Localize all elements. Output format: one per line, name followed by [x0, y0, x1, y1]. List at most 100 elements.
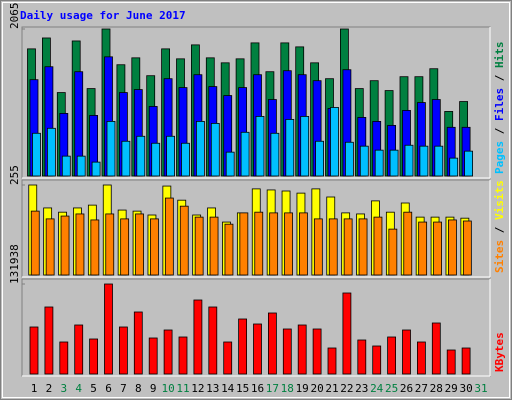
x-tick-label: 20: [310, 382, 323, 395]
bar: [328, 218, 338, 276]
bar: [210, 122, 220, 177]
bar: [253, 323, 262, 375]
bar: [418, 221, 428, 276]
legend-entry: Sites: [493, 240, 506, 273]
x-tick-label: 1: [31, 382, 38, 395]
x-tick-label: 29: [445, 382, 458, 395]
bar: [374, 149, 384, 177]
x-tick-label: 8: [135, 382, 142, 395]
bar: [105, 213, 115, 276]
bar: [120, 218, 130, 276]
x-tick-label: 9: [150, 382, 157, 395]
bar: [255, 116, 265, 177]
x-tick-label: 5: [90, 382, 97, 395]
bar: [89, 338, 98, 375]
bar: [133, 311, 143, 375]
x-tick-label: 11: [176, 382, 189, 395]
bar: [239, 212, 249, 276]
legend-separator: /: [493, 121, 506, 141]
bar: [402, 329, 411, 375]
bar: [344, 141, 354, 177]
x-tick-label: 13: [206, 382, 219, 395]
bar: [312, 328, 322, 375]
x-tick-label: 23: [355, 382, 368, 395]
bar: [121, 140, 131, 177]
bar: [75, 213, 85, 276]
x-tick-label: 4: [75, 382, 82, 395]
bar: [32, 132, 41, 177]
chart-title: Daily usage for June 2017: [20, 9, 186, 22]
bar: [327, 347, 337, 375]
x-tick-label: 10: [161, 382, 174, 395]
x-tick-label: 15: [236, 382, 249, 395]
bar: [297, 324, 307, 375]
bar: [238, 318, 248, 375]
x-tick-label: 24: [370, 382, 384, 395]
legend-entry: Hits: [493, 42, 506, 69]
bar: [179, 205, 189, 276]
bar: [254, 211, 264, 276]
x-tick-label: 22: [340, 382, 353, 395]
legend: Pages / Files / Hits: [493, 42, 506, 175]
bar: [358, 218, 368, 276]
bar: [269, 212, 279, 276]
bar: [104, 283, 113, 375]
bar: [225, 151, 235, 177]
bar: [387, 336, 397, 375]
bar: [181, 142, 190, 177]
bar: [91, 161, 101, 177]
bar: [267, 312, 277, 375]
bar: [90, 219, 100, 276]
y-tick-label: 255: [8, 165, 21, 185]
bar: [388, 228, 398, 276]
x-tick-label: 21: [325, 382, 338, 395]
x-tick-label: 18: [281, 382, 294, 395]
bar: [373, 216, 383, 276]
bar: [434, 145, 444, 177]
bar: [150, 218, 159, 276]
bar: [403, 211, 413, 276]
x-tick-label: 26: [400, 382, 413, 395]
bar: [30, 210, 40, 276]
legend-entry: Visits: [493, 180, 506, 220]
legend-separator: /: [493, 68, 506, 88]
bar: [404, 144, 414, 177]
x-tick-label: 2: [46, 382, 53, 395]
bar: [76, 155, 86, 177]
bar: [284, 212, 293, 276]
bar: [224, 223, 234, 276]
bar: [431, 322, 441, 375]
bar: [135, 213, 144, 276]
bar: [313, 218, 323, 276]
bar: [119, 326, 128, 375]
bar: [372, 345, 382, 375]
x-tick-label: 30: [459, 382, 472, 395]
bar: [178, 336, 188, 375]
bar: [45, 218, 55, 276]
bar: [300, 116, 310, 177]
legend-entry: Files: [493, 88, 506, 121]
bar: [164, 197, 174, 276]
bar: [446, 349, 456, 375]
bar: [285, 119, 295, 177]
bar: [195, 121, 205, 177]
bar: [166, 135, 176, 177]
bar: [299, 212, 308, 276]
x-tick-label: 28: [430, 382, 443, 395]
bar: [448, 219, 457, 276]
bar: [47, 127, 56, 177]
bar: [240, 131, 250, 177]
bar: [74, 324, 84, 375]
bar: [433, 221, 442, 276]
bar: [223, 341, 233, 375]
legend-entry: Pages: [493, 141, 506, 174]
x-tick-label: 7: [120, 382, 127, 395]
bar: [209, 216, 219, 276]
bar: [270, 132, 280, 177]
bar: [419, 145, 429, 177]
x-tick-label: 6: [105, 382, 112, 395]
x-tick-label: 25: [385, 382, 398, 395]
bar: [163, 329, 173, 375]
legend-entry: KBytes: [493, 332, 506, 372]
